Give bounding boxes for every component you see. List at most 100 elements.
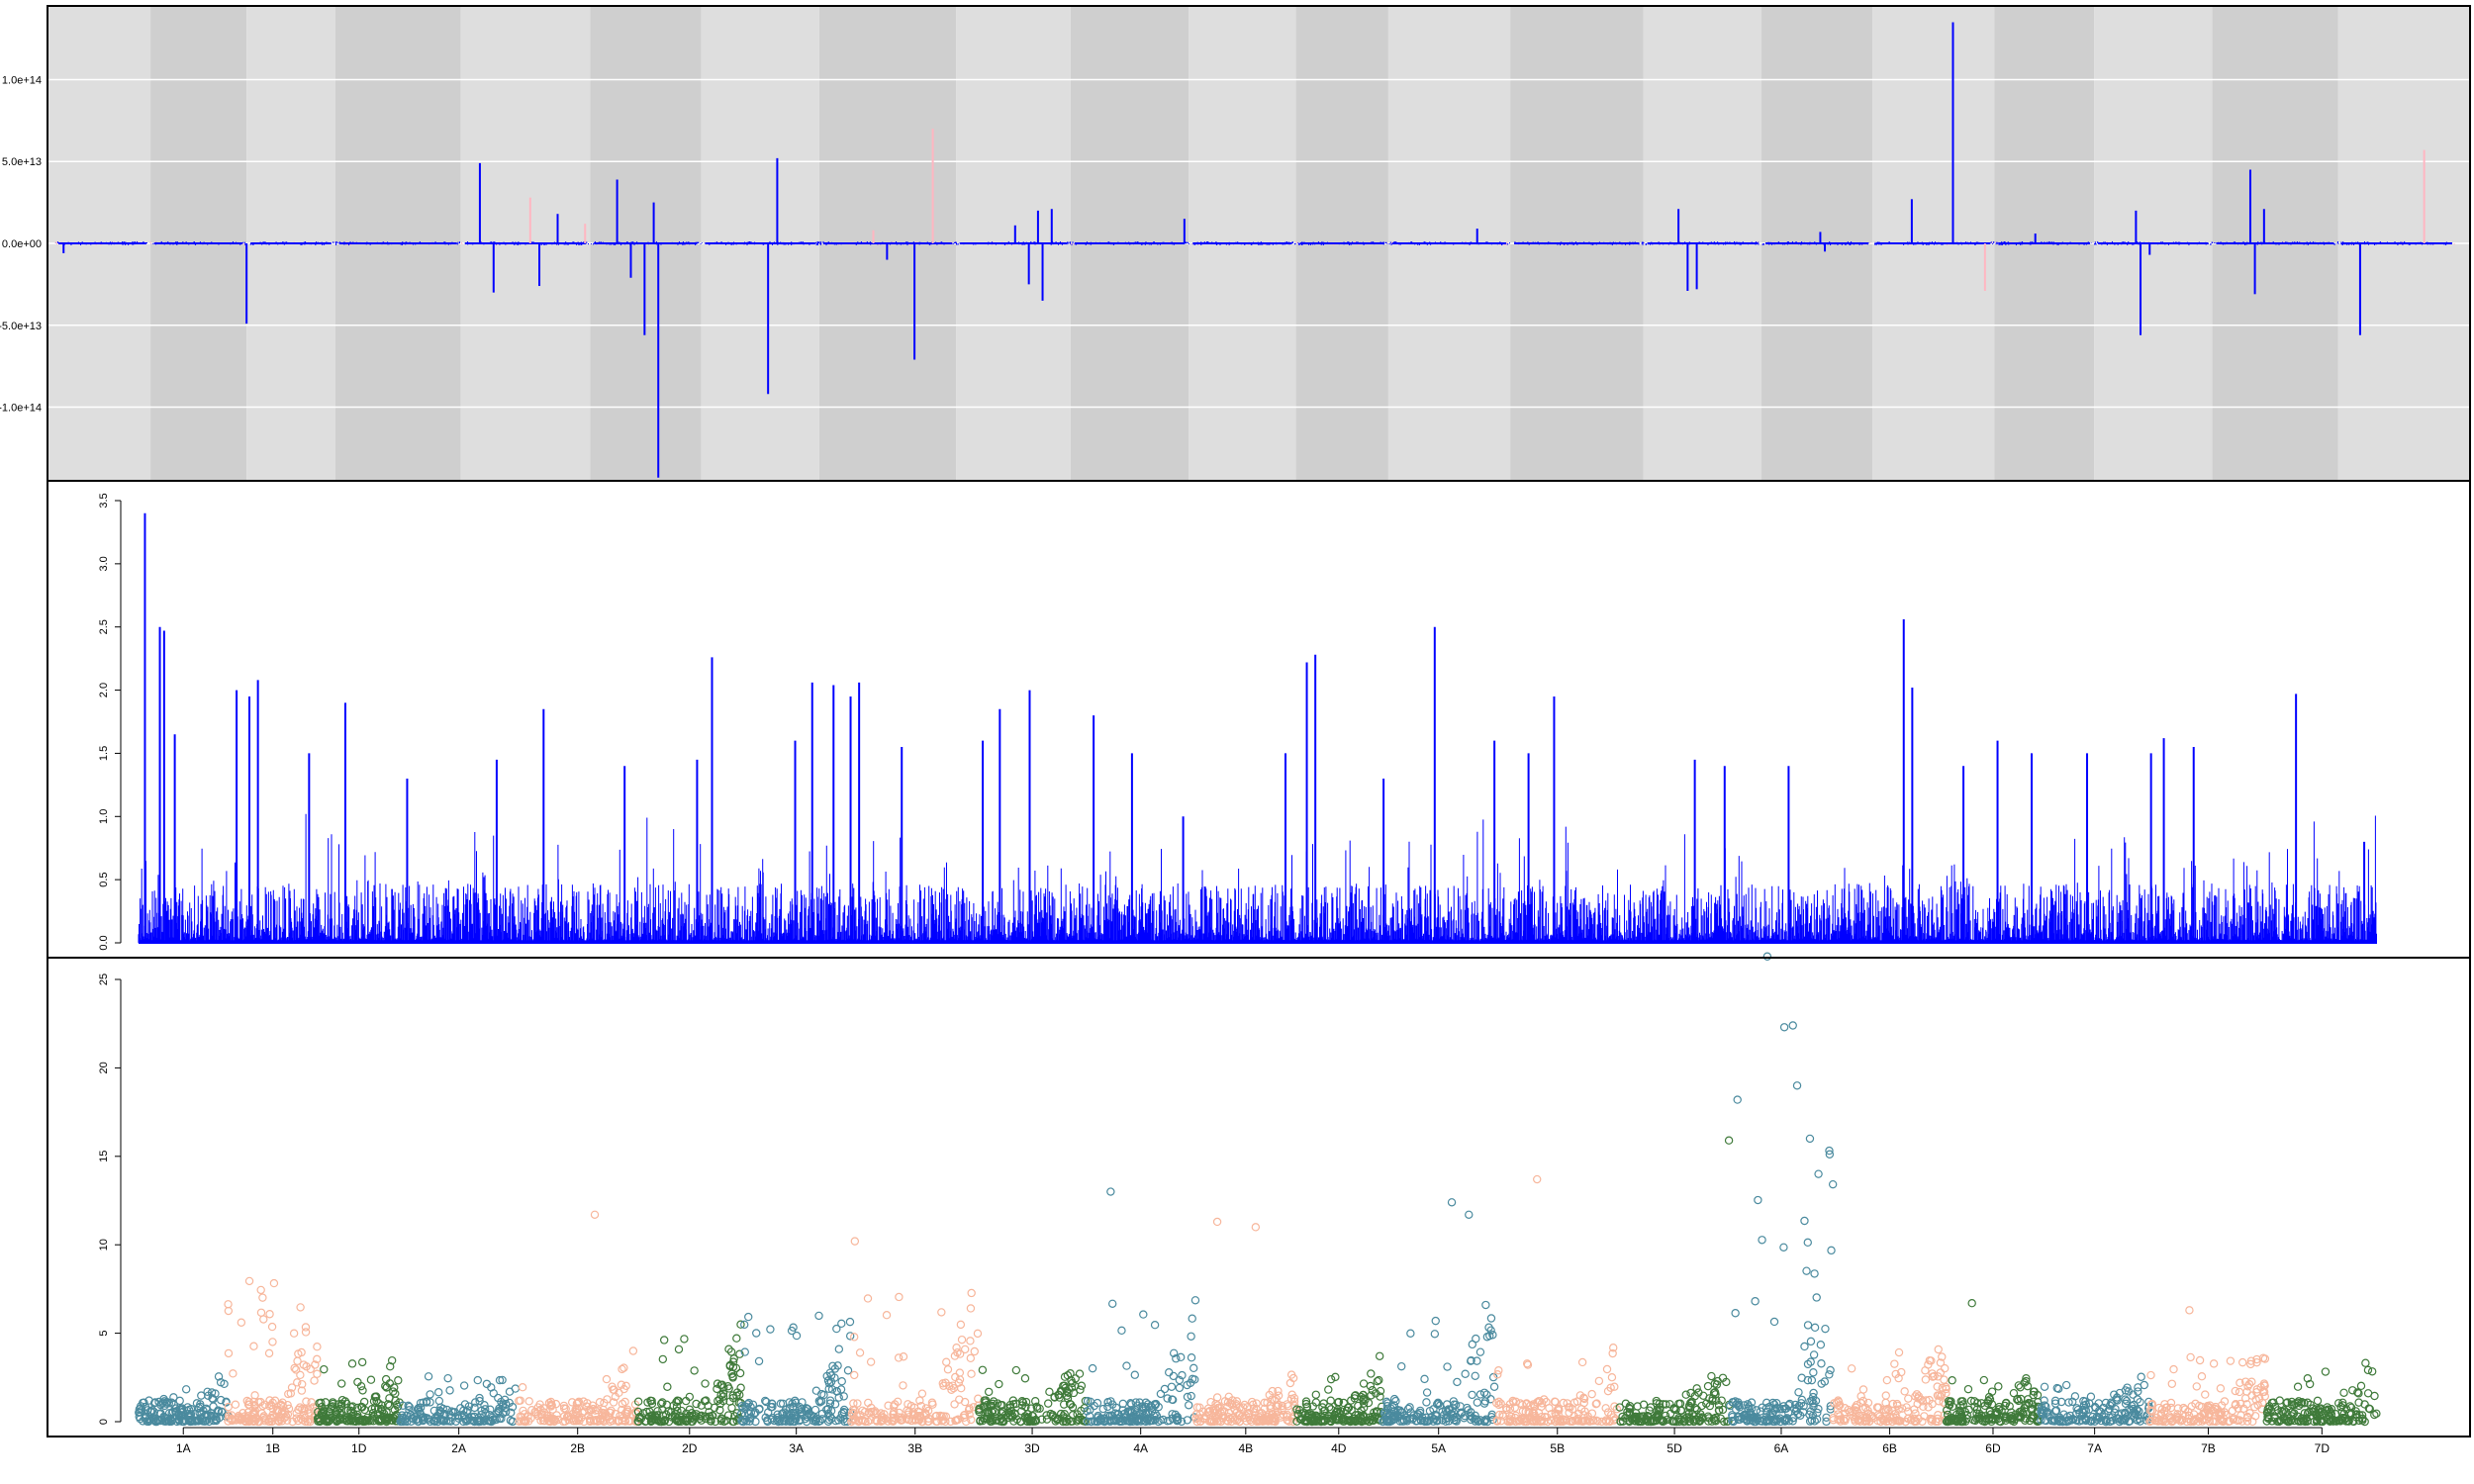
scatter-point bbox=[1075, 1416, 1084, 1425]
scatter-point bbox=[537, 1410, 546, 1420]
scatter-point bbox=[269, 1278, 279, 1288]
scatter-point bbox=[620, 1397, 629, 1407]
scatter-point bbox=[1366, 1381, 1376, 1391]
scatter-point bbox=[1020, 1374, 1030, 1383]
scatter-point bbox=[659, 1336, 669, 1345]
scatter-point bbox=[778, 1409, 788, 1418]
scatter-point bbox=[995, 1379, 1003, 1389]
scatter-point bbox=[574, 1397, 584, 1407]
scatter-point bbox=[208, 1394, 217, 1403]
scatter-point bbox=[1018, 1398, 1028, 1407]
scatter-point bbox=[683, 1416, 693, 1426]
scatter-point bbox=[1130, 1370, 1140, 1379]
scatter-point bbox=[726, 1347, 736, 1356]
scatter-point bbox=[377, 1404, 386, 1414]
scatter-point bbox=[361, 1416, 371, 1426]
scatter-point bbox=[728, 1417, 737, 1427]
scatter-point bbox=[611, 1392, 620, 1402]
scatter-point bbox=[524, 1397, 533, 1406]
scatter-point bbox=[984, 1387, 994, 1397]
scatter-point bbox=[314, 1417, 323, 1426]
scatter-point bbox=[850, 1370, 859, 1380]
scatter-point bbox=[284, 1404, 294, 1414]
scatter-point bbox=[921, 1410, 930, 1419]
scatter-point bbox=[489, 1389, 498, 1398]
scatter-point bbox=[954, 1378, 964, 1387]
scatter-point bbox=[821, 1405, 831, 1415]
scatter-point bbox=[1107, 1299, 1117, 1308]
scatter-point bbox=[1118, 1399, 1127, 1409]
scatter-point bbox=[296, 1303, 305, 1312]
scatter-point bbox=[928, 1400, 937, 1409]
scatter-point bbox=[845, 1408, 855, 1418]
scatter-point bbox=[1461, 1369, 1470, 1378]
scatter-point bbox=[366, 1375, 376, 1384]
scatter-point bbox=[751, 1408, 760, 1417]
scatter-point bbox=[495, 1375, 505, 1385]
scatter-point bbox=[381, 1381, 390, 1391]
scatter-point bbox=[258, 1293, 267, 1302]
scatter-point bbox=[1075, 1369, 1085, 1378]
scatter-point bbox=[1058, 1417, 1068, 1427]
scatter-point bbox=[817, 1415, 827, 1424]
scatter-point bbox=[250, 1406, 259, 1415]
scatter-point bbox=[719, 1383, 728, 1392]
scatter-point bbox=[146, 1407, 156, 1417]
scatter-point bbox=[732, 1334, 741, 1343]
scatter-point bbox=[301, 1328, 311, 1337]
top-y-tick-label: -5.0e+13 bbox=[0, 321, 42, 332]
scatter-point bbox=[591, 1406, 600, 1415]
scatter-point bbox=[732, 1388, 742, 1397]
scatter-point bbox=[1149, 1411, 1159, 1421]
scatter-point bbox=[374, 1417, 384, 1426]
scatter-point bbox=[537, 1413, 547, 1422]
scatter-point bbox=[622, 1407, 631, 1416]
scatter-point bbox=[287, 1383, 297, 1392]
scatter-point bbox=[394, 1376, 403, 1385]
scatter-point bbox=[1107, 1416, 1116, 1426]
scatter-point bbox=[736, 1320, 745, 1329]
scatter-point bbox=[463, 1406, 472, 1415]
scatter-point bbox=[897, 1416, 905, 1425]
scatter-point bbox=[300, 1410, 309, 1420]
scatter-point bbox=[690, 1366, 699, 1375]
scatter-point bbox=[268, 1398, 277, 1408]
scatter-point bbox=[966, 1353, 976, 1363]
middle-plot-frame bbox=[47, 480, 2471, 959]
scatter-point bbox=[960, 1345, 970, 1354]
scatter-point bbox=[571, 1417, 581, 1426]
scatter-point bbox=[727, 1403, 736, 1413]
scatter-point bbox=[139, 1417, 147, 1426]
scatter-point bbox=[962, 1417, 971, 1427]
scatter-point bbox=[827, 1385, 837, 1394]
scatter-point bbox=[148, 1413, 157, 1422]
scatter-point bbox=[1156, 1389, 1166, 1399]
scatter-point bbox=[1030, 1417, 1040, 1426]
scatter-point bbox=[899, 1352, 908, 1361]
scatter-point bbox=[658, 1398, 667, 1407]
scatter-point bbox=[1274, 1386, 1283, 1396]
bottom-scatter-series bbox=[135, 952, 2381, 1427]
scatter-point bbox=[966, 1337, 975, 1345]
scatter-point bbox=[967, 1288, 976, 1298]
scatter-point bbox=[249, 1410, 259, 1420]
scatter-point bbox=[238, 1408, 247, 1418]
scatter-point bbox=[943, 1365, 953, 1374]
scatter-point bbox=[207, 1412, 216, 1421]
scatter-point bbox=[498, 1375, 507, 1385]
scatter-point bbox=[1160, 1384, 1170, 1394]
scatter-point bbox=[562, 1412, 572, 1422]
scatter-point bbox=[999, 1417, 1008, 1427]
scatter-point bbox=[1042, 1411, 1051, 1420]
scatter-point bbox=[561, 1404, 570, 1414]
scatter-point bbox=[1012, 1415, 1022, 1424]
scatter-point bbox=[893, 1397, 903, 1406]
scatter-point bbox=[405, 1406, 414, 1415]
scatter-point bbox=[1122, 1361, 1131, 1370]
scatter-point bbox=[456, 1404, 465, 1413]
scatter-point bbox=[636, 1414, 646, 1424]
scatter-point bbox=[546, 1397, 556, 1407]
scatter-point bbox=[647, 1399, 657, 1409]
scatter-point bbox=[882, 1311, 892, 1320]
middle-y-axis: 0.0 0.5 1.0 1.5 2.0 2.5 3.0 3.5 bbox=[98, 493, 122, 951]
